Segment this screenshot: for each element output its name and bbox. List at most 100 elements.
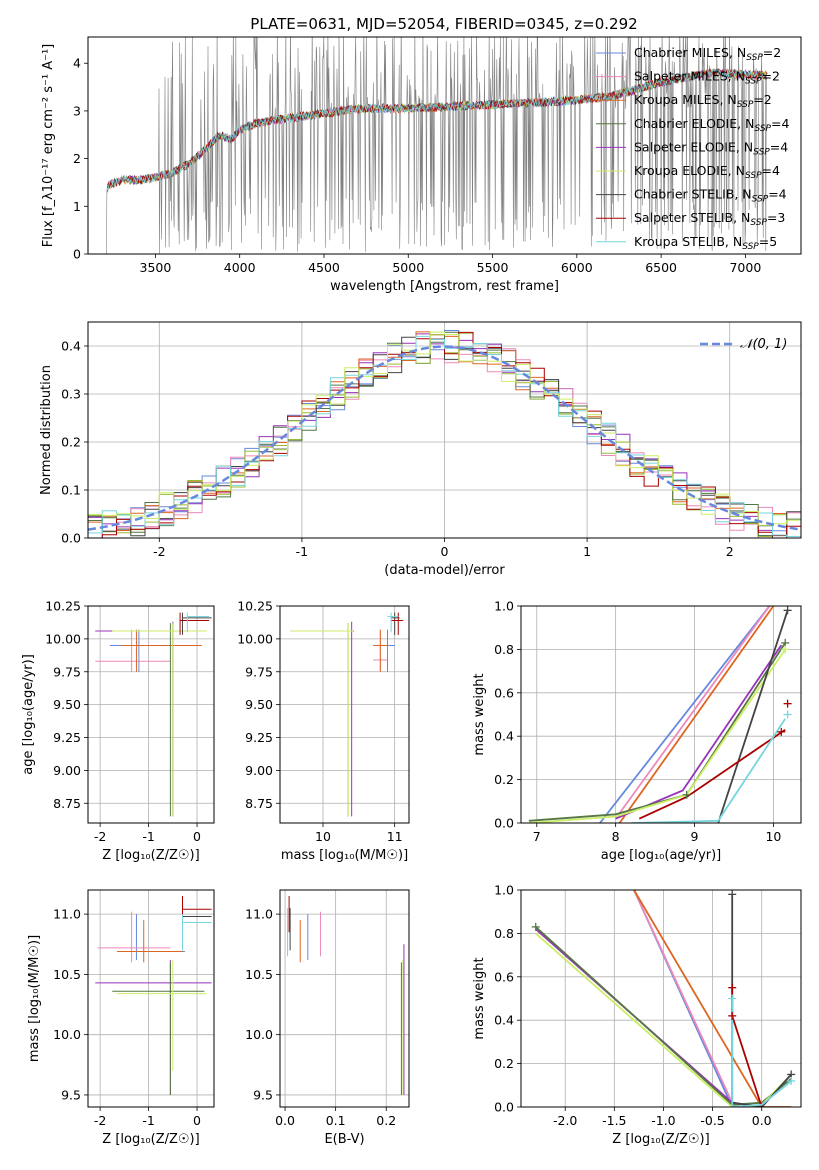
x-tick-label: 0.0 [275,1113,295,1128]
x-tick-label: 0.0 [752,1113,772,1128]
errorbar-point [179,612,210,635]
x-tick-label: 0 [441,544,449,559]
y-tick-label: 10.00 [45,631,81,646]
y-tick-label: 11.0 [245,907,273,922]
x-tick-label: 0 [193,829,201,844]
age_vs_Z-frame: -2 -1 0 8.75 9.00 9.25 9.50 9.75 10.00 10.25 Z [lo… [21,599,215,863]
residual_hist-plot-area [88,330,801,538]
legend-label: Chabrier MILES, NSSP=2 [634,45,781,63]
x-tick-label: -1.5 [602,1113,626,1128]
legend-label-base: Chabrier MILES, N [634,45,746,60]
weight-series-line [614,606,771,820]
x-axis-label: Z [log₁₀(Z/Z☉)] [612,1132,709,1147]
age_vs_Z-axes [88,605,214,823]
weight_vs_age-frame: 7 8 9 10 0.0 0.2 0.4 0.6 0.8 1.0 age [log₁₀(age/yr… [472,599,802,863]
x-tick-label: 3500 [140,260,172,275]
errorbar-point [373,629,395,672]
legend-label-base: Salpeter STELIB, N [634,210,750,225]
x-tick-label: -2.0 [553,1113,577,1128]
x-tick-label: 0.1 [326,1113,346,1128]
x-tick-label: -1 [296,544,308,559]
weight_vs_Z-plot-area [535,890,792,1107]
weight-marker [728,1011,737,1020]
legend-label-subscript: SSP [745,77,762,87]
y-tick-label: 9.25 [245,730,273,745]
weight_vs_Z-axes [521,889,801,1108]
y-tick-label: 0.0 [61,531,81,546]
weight-series-line [731,987,763,1107]
legend-label-subscript: SSP [746,53,763,63]
errorbar-point [117,914,185,960]
y-tick-label: 10.0 [53,1027,81,1042]
y-tick-label: 1.0 [494,883,514,898]
residual_hist-frame: -2 -1 0 1 2 0.0 0.1 0.2 0.3 0.4 (data-model)/error… [39,321,802,578]
y-tick-label: 9.75 [53,664,81,679]
weight-series-line [731,998,792,1107]
errorbar-point [117,920,183,963]
axes-frame [87,605,215,824]
weight-marker [783,710,792,719]
legend-label-base: Kroupa MILES, N [634,92,737,107]
normal-distribution-curve [88,345,801,531]
errorbar-point [95,621,200,817]
legend-label-value: =4 [768,187,786,202]
legend-label: Kroupa MILES, NSSP=2 [634,92,772,110]
weight-marker [787,1076,796,1085]
y-tick-label: 0 [73,247,81,262]
weight-series-line [631,718,786,823]
legend-label-value: =4 [762,163,780,178]
y-axis-label: Normed distribution [39,365,54,495]
y-tick-label: 10.5 [53,967,81,982]
y-tick-label: 0.3 [61,387,81,402]
y-tick-label: 8.75 [245,796,273,811]
x-tick-label: 1 [583,544,591,559]
x-tick-label: 4500 [308,260,340,275]
x-tick-label: 11 [387,829,403,844]
y-axis-label: mass [log₁₀(M/M☉)] [27,935,42,1062]
legend-label: Salpeter ELODIE, NSSP=4 [634,139,788,157]
legend-label-value: =2 [763,45,781,60]
weight-series-line [717,610,789,823]
x-tick-label: -2 [153,544,165,559]
mass_vs_Z-frame: -2 -1 0 9.5 10.0 10.5 11.0 Z [log₁₀(Z/Z☉)] mass … [27,889,215,1147]
y-tick-label: 10.25 [45,599,81,614]
y-tick-label: 2 [73,151,81,166]
errorbar-point [112,623,207,817]
weight-series-line [599,606,771,823]
legend-label-base: Kroupa ELODIE, N [634,163,745,178]
y-tick-label: 0.6 [494,685,514,700]
weight-marker [777,727,786,736]
spectrum-axes [104,37,768,254]
mass_vs_Z-plot-area [95,896,212,1095]
weight_vs_age-axes [521,605,801,824]
errorbar-point [95,959,212,1095]
x-tick-label: 0 [193,1113,201,1128]
y-tick-label: 0.4 [494,729,514,744]
x-axis-label: (data-model)/error [384,563,505,578]
legend-label-subscript: SSP [753,147,770,157]
residual_hist-axes [88,322,801,539]
errorbar-point [97,911,171,963]
errorbar-point [109,629,190,672]
histogram-step-line [88,335,801,537]
age_vs_mass-axes [280,605,409,823]
weight-marker [682,790,691,799]
mass_vs_Z-axes [88,890,214,1107]
normal-legend-label: 𝒩(0, 1) [740,337,787,352]
legend-label: Kroupa ELODIE, NSSP=4 [634,163,780,181]
x-tick-label: 5500 [477,260,509,275]
legend-label: Kroupa STELIB, NSSP=5 [634,234,777,252]
axes-frame [87,889,215,1108]
errorbar-point [121,629,202,672]
y-tick-label: 0.8 [494,642,514,657]
legend-label-value: =4 [770,139,788,154]
x-axis-label: mass [log₁₀(M/M☉)] [281,848,408,863]
errorbar-point [112,962,205,1095]
y-tick-label: 1 [73,199,81,214]
x-tick-label: 7000 [729,260,761,275]
age_vs_Z-plot-area [95,612,212,817]
y-tick-label: 3 [73,103,81,118]
legend-label-value: =5 [759,234,777,249]
errorbar-point [117,959,207,1071]
legend-label-value: =3 [767,210,785,225]
